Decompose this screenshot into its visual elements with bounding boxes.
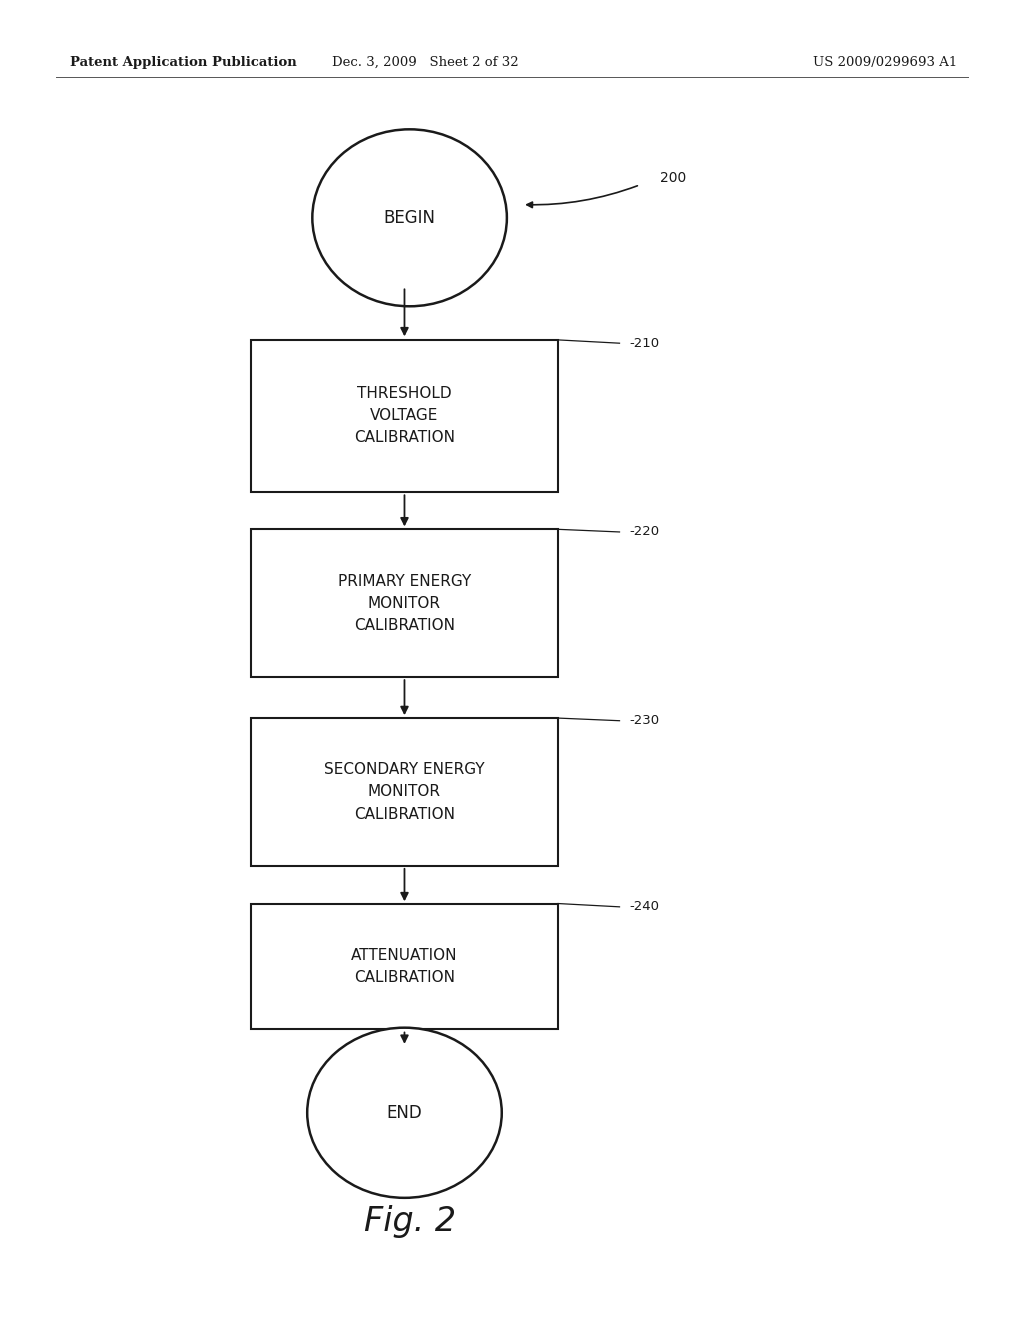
Text: -210: -210 (630, 337, 659, 350)
Text: BEGIN: BEGIN (384, 209, 435, 227)
Text: Dec. 3, 2009   Sheet 2 of 32: Dec. 3, 2009 Sheet 2 of 32 (332, 55, 518, 69)
Bar (251, 718, 558, 866)
Text: PRIMARY ENERGY
MONITOR
CALIBRATION: PRIMARY ENERGY MONITOR CALIBRATION (338, 573, 471, 632)
Text: -240: -240 (630, 900, 659, 913)
Text: -230: -230 (630, 714, 659, 727)
Text: END: END (387, 1104, 422, 1122)
Text: SECONDARY ENERGY
MONITOR
CALIBRATION: SECONDARY ENERGY MONITOR CALIBRATION (325, 762, 484, 821)
Bar (251, 339, 558, 491)
Text: -220: -220 (630, 525, 659, 539)
Ellipse shape (307, 1028, 502, 1197)
Text: THRESHOLD
VOLTAGE
CALIBRATION: THRESHOLD VOLTAGE CALIBRATION (354, 385, 455, 446)
Text: Fig. 2: Fig. 2 (364, 1204, 456, 1238)
Text: Patent Application Publication: Patent Application Publication (70, 55, 296, 69)
Text: ATTENUATION
CALIBRATION: ATTENUATION CALIBRATION (351, 948, 458, 985)
Ellipse shape (312, 129, 507, 306)
Text: 200: 200 (660, 172, 687, 185)
Text: US 2009/0299693 A1: US 2009/0299693 A1 (813, 55, 957, 69)
Bar (251, 529, 558, 677)
Bar (251, 903, 558, 1030)
